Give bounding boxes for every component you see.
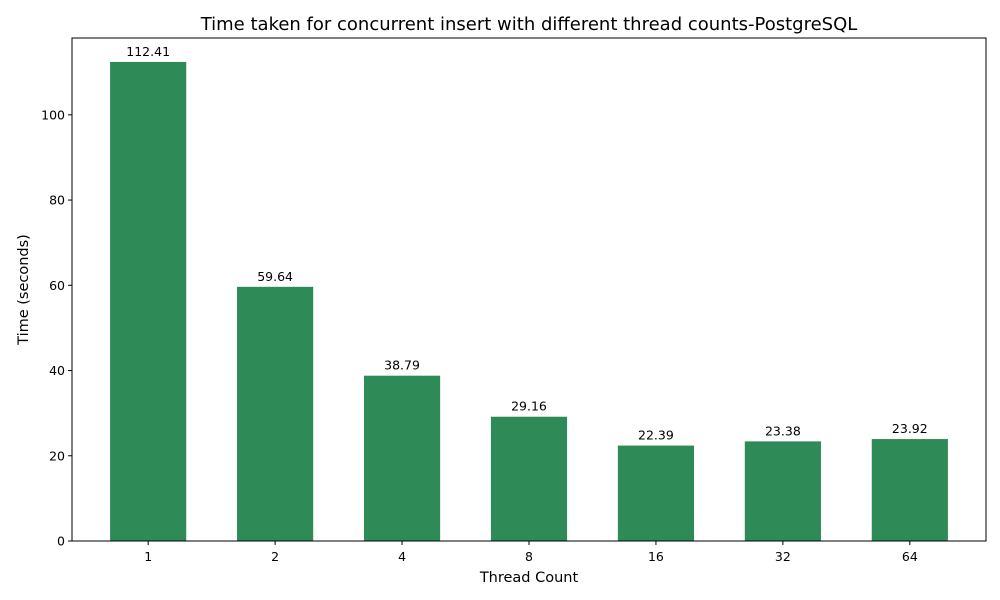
x-tick-label: 1 <box>144 549 152 564</box>
y-tick-label: 20 <box>49 448 65 463</box>
x-axis-label: Thread Count <box>479 570 579 586</box>
bar <box>490 416 568 541</box>
bar <box>363 375 441 541</box>
bar-value-label: 22.39 <box>638 428 674 443</box>
bar-value-label: 112.41 <box>126 44 170 59</box>
bar-value-label: 38.79 <box>384 358 420 373</box>
y-axis-ticks: 0 20 40 60 80 100 <box>41 107 72 549</box>
y-tick-label: 80 <box>49 193 65 208</box>
x-tick-label: 64 <box>902 549 918 564</box>
bar <box>110 61 187 542</box>
bar <box>871 439 948 541</box>
y-tick-label: 100 <box>41 107 65 122</box>
x-tick-label: 4 <box>398 549 406 564</box>
x-tick-label: 2 <box>271 549 279 564</box>
bar <box>237 286 314 541</box>
bar-value-label: 23.92 <box>892 421 928 436</box>
bar-value-label: 59.64 <box>257 269 293 284</box>
y-tick-label: 60 <box>49 278 65 293</box>
bar <box>744 441 821 541</box>
bar <box>617 445 695 541</box>
x-tick-label: 16 <box>648 549 664 564</box>
bar-value-label: 29.16 <box>511 399 547 414</box>
x-axis-ticks: 1 2 4 8 16 32 64 <box>144 541 918 564</box>
y-tick-label: 0 <box>57 534 65 549</box>
y-tick-label: 40 <box>49 363 65 378</box>
bar-value-label: 23.38 <box>765 423 801 438</box>
chart-title: Time taken for concurrent insert with di… <box>200 14 858 35</box>
bars <box>110 61 948 542</box>
y-axis-label: Time (seconds) <box>16 234 32 346</box>
x-tick-label: 32 <box>775 549 791 564</box>
data-labels: 112.41 59.64 38.79 29.16 22.39 23.38 23.92 <box>126 44 927 443</box>
plot-frame <box>71 37 987 542</box>
x-tick-label: 8 <box>525 549 533 564</box>
